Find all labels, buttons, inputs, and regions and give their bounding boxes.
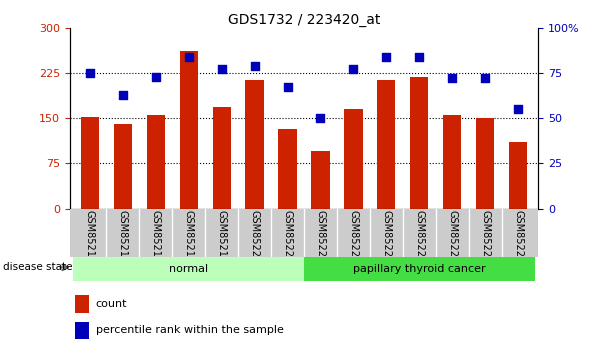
Bar bbox=[147, 115, 165, 209]
Bar bbox=[114, 124, 132, 209]
Point bbox=[250, 63, 260, 68]
Text: GSM85221: GSM85221 bbox=[283, 210, 292, 263]
Text: GSM85223: GSM85223 bbox=[348, 210, 359, 263]
Text: disease state: disease state bbox=[3, 263, 72, 272]
Point bbox=[447, 76, 457, 81]
Point bbox=[118, 92, 128, 97]
Point bbox=[513, 106, 523, 112]
Text: count: count bbox=[95, 299, 127, 309]
Bar bbox=[476, 118, 494, 209]
Title: GDS1732 / 223420_at: GDS1732 / 223420_at bbox=[228, 12, 380, 27]
Text: normal: normal bbox=[169, 264, 208, 274]
Bar bbox=[278, 129, 297, 209]
Point bbox=[216, 67, 226, 72]
Text: GSM85226: GSM85226 bbox=[447, 210, 457, 263]
Text: GSM85219: GSM85219 bbox=[216, 210, 227, 263]
Text: papillary thyroid cancer: papillary thyroid cancer bbox=[353, 264, 486, 274]
Point bbox=[283, 85, 292, 90]
Text: GSM85228: GSM85228 bbox=[513, 210, 523, 263]
Text: GSM85225: GSM85225 bbox=[415, 210, 424, 263]
Bar bbox=[410, 77, 429, 209]
Point bbox=[348, 67, 358, 72]
Bar bbox=[246, 80, 264, 209]
Text: GSM85227: GSM85227 bbox=[480, 210, 490, 263]
Bar bbox=[443, 115, 461, 209]
Text: GSM85218: GSM85218 bbox=[184, 210, 193, 263]
Text: GSM85224: GSM85224 bbox=[381, 210, 392, 263]
Text: percentile rank within the sample: percentile rank within the sample bbox=[95, 325, 283, 335]
Bar bbox=[179, 50, 198, 209]
Bar bbox=[73, 257, 304, 281]
Text: GSM85220: GSM85220 bbox=[249, 210, 260, 263]
Point bbox=[85, 70, 95, 76]
Text: GSM85215: GSM85215 bbox=[85, 210, 95, 263]
Point bbox=[415, 54, 424, 59]
Text: GSM85217: GSM85217 bbox=[151, 210, 161, 263]
Bar bbox=[213, 107, 230, 209]
Text: GSM85216: GSM85216 bbox=[118, 210, 128, 263]
Bar bbox=[304, 257, 535, 281]
Bar bbox=[311, 151, 330, 209]
Bar bbox=[75, 322, 89, 339]
Text: GSM85222: GSM85222 bbox=[316, 210, 325, 263]
Bar bbox=[344, 109, 362, 209]
Point bbox=[480, 76, 490, 81]
Point bbox=[184, 54, 193, 59]
Bar bbox=[510, 142, 527, 209]
Bar bbox=[81, 117, 98, 209]
Point bbox=[316, 115, 325, 121]
Bar bbox=[75, 295, 89, 313]
Point bbox=[382, 54, 392, 59]
Point bbox=[151, 74, 161, 79]
Bar bbox=[378, 80, 395, 209]
